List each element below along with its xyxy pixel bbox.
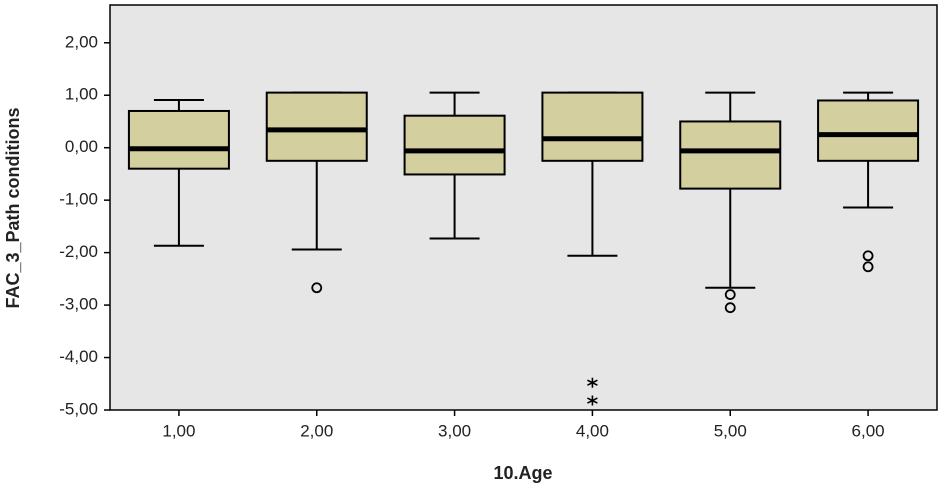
outlier xyxy=(311,282,323,294)
outlier xyxy=(862,261,874,273)
extreme xyxy=(587,377,598,388)
x-tick-label: 2,00 xyxy=(300,421,333,440)
outlier xyxy=(724,289,736,300)
box xyxy=(679,120,782,190)
x-tick-label: 5,00 xyxy=(714,421,747,440)
x-tick-label: 3,00 xyxy=(438,421,471,440)
y-tick-label: -3,00 xyxy=(59,295,98,314)
box xyxy=(541,91,644,162)
x-tick-label: 1,00 xyxy=(162,421,195,440)
box xyxy=(127,109,230,170)
box xyxy=(817,99,920,162)
outlier xyxy=(862,250,874,262)
x-axis-title: 10.Age xyxy=(493,463,552,483)
y-tick-label: -1,00 xyxy=(59,190,98,209)
box xyxy=(403,114,506,176)
y-tick-label: -4,00 xyxy=(59,347,98,366)
y-tick-label: -5,00 xyxy=(59,399,98,418)
y-tick-label: 2,00 xyxy=(65,32,98,51)
x-tick-label: 4,00 xyxy=(576,421,609,440)
y-tick-label: 0,00 xyxy=(65,137,98,156)
y-tick-label: 1,00 xyxy=(65,85,98,104)
extreme xyxy=(587,395,598,406)
y-tick-label: -2,00 xyxy=(59,242,98,261)
x-tick-label: 6,00 xyxy=(852,421,885,440)
y-axis-title: FAC_3_Path conditions xyxy=(3,107,23,308)
outlier xyxy=(724,302,736,314)
plot-area xyxy=(109,4,938,411)
box xyxy=(265,91,368,162)
